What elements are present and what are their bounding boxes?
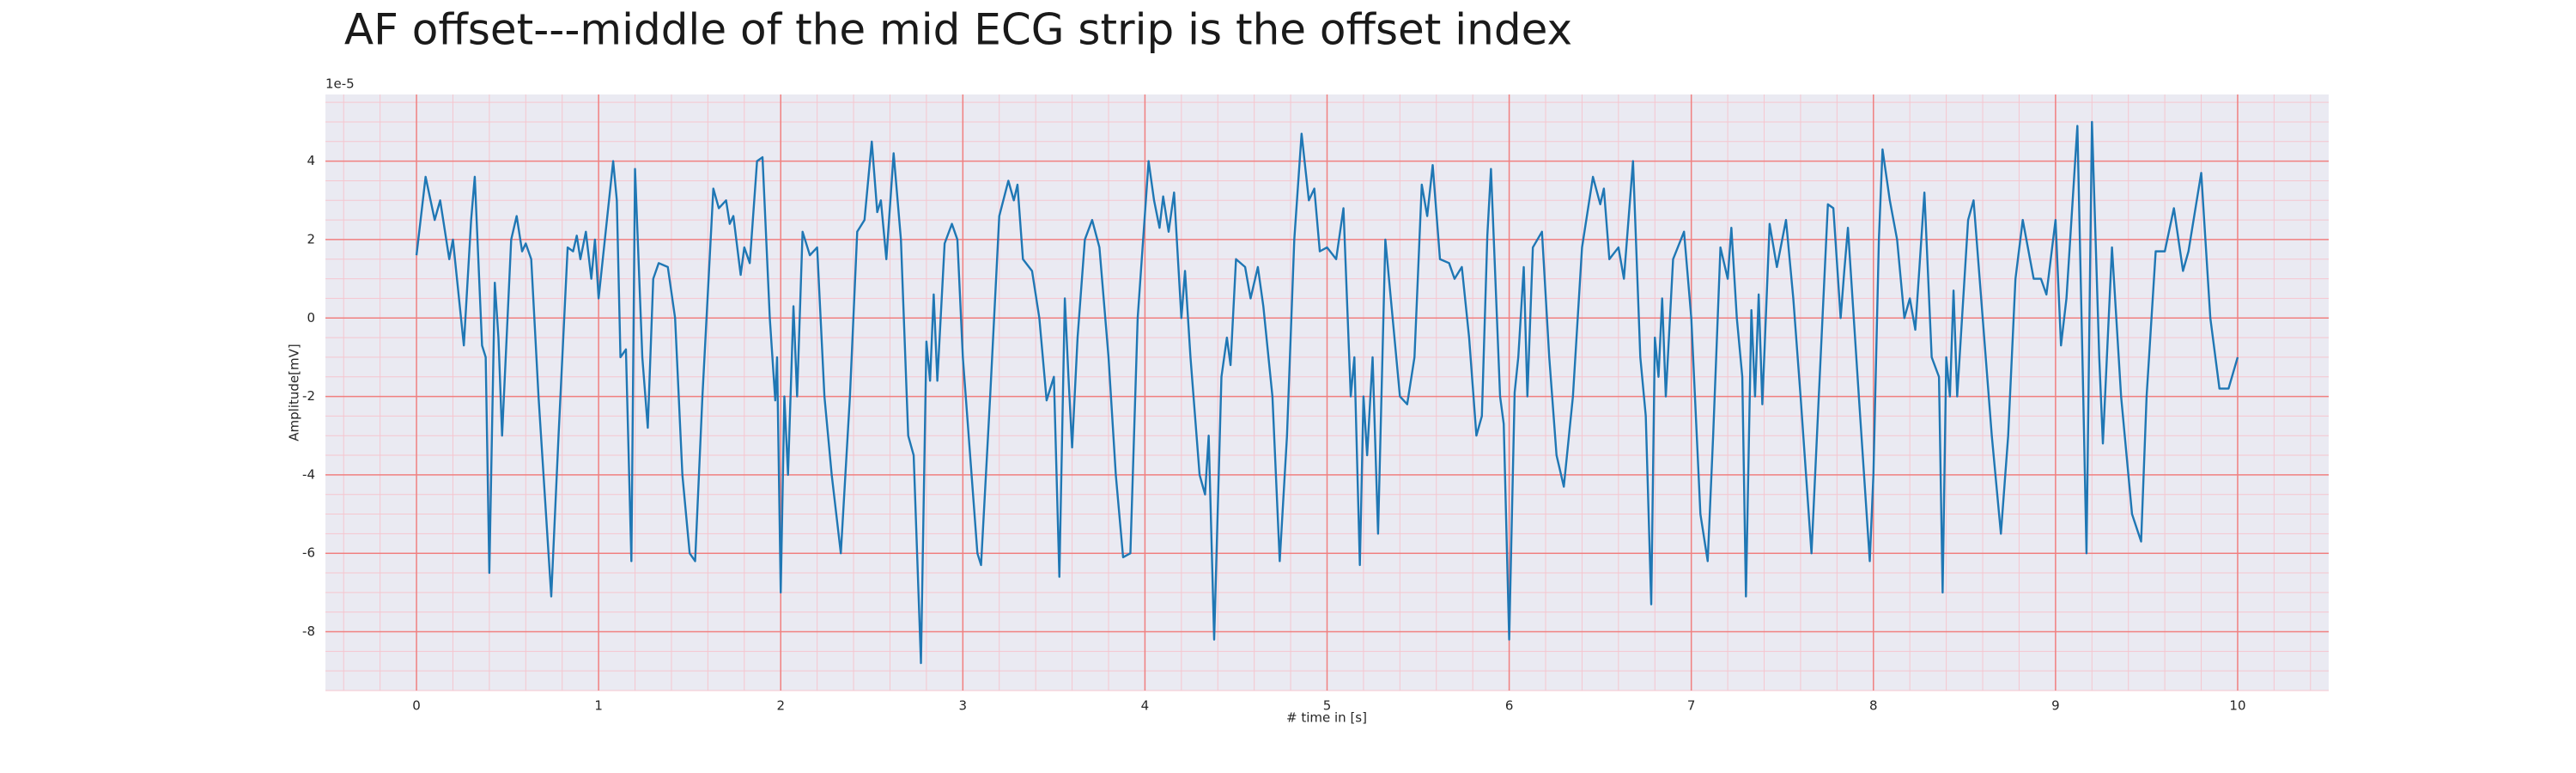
x-tick-label: 5 xyxy=(1323,698,1332,714)
ecg-line xyxy=(415,120,2239,665)
x-axis-label: # time in [s] xyxy=(1286,710,1367,726)
y-axis-label: Amplitude[mV] xyxy=(287,344,302,441)
x-tick-label: 4 xyxy=(1141,698,1150,714)
y-tick-label: 0 xyxy=(307,310,315,326)
y-tick-label: 2 xyxy=(307,231,315,247)
y-tick-label: -4 xyxy=(302,466,315,482)
x-tick-label: 9 xyxy=(2051,698,2060,714)
x-tick-label: 0 xyxy=(412,698,421,714)
y-tick-label: -6 xyxy=(302,545,315,561)
y-tick-label: -8 xyxy=(302,624,315,639)
chart-title: AF offset---middle of the mid ECG strip … xyxy=(344,5,1572,55)
y-tick-label: 4 xyxy=(307,153,315,168)
x-tick-label: 2 xyxy=(776,698,785,714)
y-offset-label: 1e-5 xyxy=(325,76,355,92)
y-tick-label: -2 xyxy=(302,388,315,404)
x-tick-label: 8 xyxy=(1869,698,1878,714)
x-tick-label: 1 xyxy=(594,698,603,714)
plot-area xyxy=(325,94,2329,691)
x-tick-label: 10 xyxy=(2229,698,2245,714)
x-tick-label: 3 xyxy=(959,698,968,714)
x-tick-label: 6 xyxy=(1505,698,1514,714)
x-tick-label: 7 xyxy=(1687,698,1696,714)
